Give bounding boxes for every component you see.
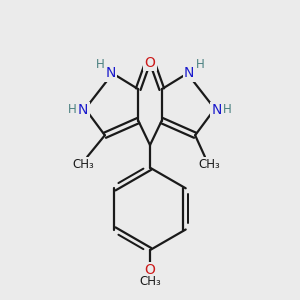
Text: O: O <box>145 56 155 70</box>
Text: H: H <box>68 103 77 116</box>
Text: N: N <box>78 103 88 117</box>
Text: O: O <box>145 263 155 277</box>
Text: CH₃: CH₃ <box>198 158 220 171</box>
Text: H: H <box>223 103 232 116</box>
Text: H: H <box>96 58 104 71</box>
Text: H: H <box>196 58 204 71</box>
Text: N: N <box>106 66 116 80</box>
Text: N: N <box>212 103 222 117</box>
Text: O: O <box>145 56 155 70</box>
Text: N: N <box>184 66 194 80</box>
Text: CH₃: CH₃ <box>72 158 94 171</box>
Text: CH₃: CH₃ <box>139 275 161 288</box>
